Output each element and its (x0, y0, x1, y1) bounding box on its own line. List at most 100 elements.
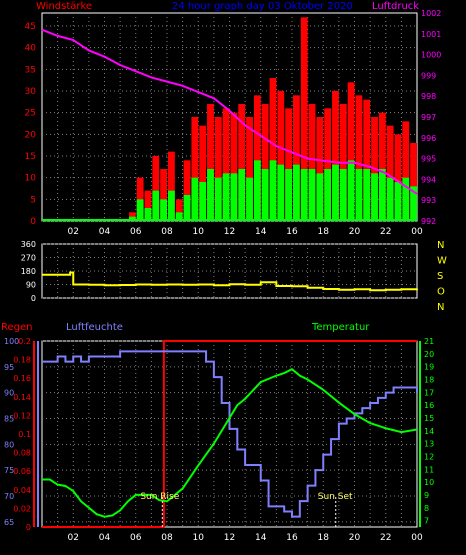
wind-average-bar (183, 195, 191, 221)
wind-average-bar (410, 186, 417, 221)
chart-title: 24 hour graph day 03 Oktober 2020 (172, 1, 353, 12)
humidity-ytick-label: 80 (4, 440, 14, 449)
climate-panel-xtick-label: 22 (380, 533, 391, 543)
humidity-label: Luftfeuchte (66, 322, 123, 333)
wind-average-bar (308, 169, 316, 221)
wind-gust-bar (222, 108, 230, 221)
wind-ytick-label: 40 (25, 44, 37, 54)
temperature-label: Temperatur (311, 322, 370, 333)
rain-ytick-label: 0.16 (13, 374, 31, 383)
wind-gust-bar (175, 199, 183, 221)
climate-panel-xtick-label: 08 (161, 533, 173, 543)
compass-label: N (437, 240, 444, 251)
wind-gust-bar (308, 104, 316, 221)
rain-ytick-label: 0.06 (13, 467, 31, 476)
wind-average-bar (402, 177, 410, 221)
pressure-ytick-label: 996 (421, 134, 436, 143)
wind-panel-xtick-label: 06 (130, 227, 142, 237)
wind-average-bar (207, 169, 214, 221)
rain-ytick-label: 0.1 (18, 430, 31, 439)
wind-average-bar (269, 160, 277, 221)
humidity-ytick-label: 100 (4, 337, 19, 346)
wind-panel-xtick-label: 08 (161, 227, 173, 237)
humidity-ytick-label: 85 (4, 415, 14, 424)
wind-gust-bar (261, 104, 269, 221)
compass-label: N (437, 302, 444, 313)
climate-panel-xtick-label: 20 (349, 533, 361, 543)
wind-gust-bar (293, 95, 300, 221)
wind-ytick-label: 45 (25, 22, 36, 32)
wind-gust-bar (363, 99, 371, 221)
pressure-ytick-label: 999 (421, 71, 436, 80)
wind-panel-xtick-label: 20 (349, 227, 361, 237)
pressure-ytick-label: 992 (421, 217, 436, 226)
wind-gust-bar (207, 104, 214, 221)
wind-gust-bar (410, 143, 417, 221)
temperature-ytick-label: 18 (424, 375, 434, 384)
pressure-title: Luftdruck (372, 1, 419, 12)
wind-average-bar (199, 182, 207, 221)
temperature-ytick-label: 16 (424, 401, 434, 410)
wind-gust-bar (277, 91, 285, 221)
humidity-line (42, 350, 418, 518)
wind-gust-bar (347, 82, 355, 221)
wind-gust-bar (332, 91, 339, 221)
wind-panel-xtick-label: 12 (224, 227, 235, 237)
wind-average-bar (168, 190, 175, 221)
climate-panel-xtick-label: 12 (224, 533, 235, 543)
wind-gust-bar (214, 117, 222, 221)
wind-gust-bar (183, 160, 191, 221)
direction-ytick-label: 180 (21, 267, 36, 276)
pressure-ytick-label: 994 (421, 175, 436, 184)
wind-average-bar (230, 173, 238, 221)
wind-average-bar (300, 169, 308, 221)
wind-gust-bar (316, 117, 324, 221)
wind-gust-bar (191, 117, 199, 221)
wind-title: Windstärke (36, 1, 92, 12)
rain-ytick-label: 0.02 (13, 504, 31, 513)
wind-average-bar (293, 164, 300, 221)
climate-panel-xtick-label: 18 (318, 533, 330, 543)
wind-average-bar (136, 199, 144, 221)
temperature-ytick-label: 19 (424, 363, 434, 372)
rain-line (42, 340, 417, 528)
wind-average-bar (222, 173, 230, 221)
climate-panel-xtick-label: 14 (255, 533, 267, 543)
wind-average-bar (238, 169, 246, 221)
humidity-ytick-label: 70 (4, 492, 14, 501)
pressure-ytick-label: 993 (421, 196, 436, 205)
wind-average-bar (316, 173, 324, 221)
compass-label: O (437, 287, 445, 298)
wind-average-bar (378, 169, 386, 221)
rain-ytick-label: 0.18 (13, 356, 31, 365)
humidity-ytick-label: 65 (4, 518, 14, 527)
compass-label: S (437, 271, 443, 282)
wind-gust-bar (152, 156, 160, 221)
temperature-ytick-label: 8 (424, 504, 429, 513)
rain-ytick-label: 0.04 (13, 486, 31, 495)
wind-average-bar (347, 160, 355, 221)
sunrise-label: Sun Rise (140, 492, 179, 502)
wind-panel-xtick-label: 10 (193, 227, 205, 237)
temperature-ytick-label: 9 (424, 491, 429, 500)
wind-average-bar (175, 212, 183, 221)
wind-gust-bar (300, 17, 308, 222)
wind-panel-xtick-label: 02 (68, 227, 79, 237)
wind-ytick-label: 15 (25, 152, 36, 162)
wind-average-bar (363, 169, 371, 221)
wind-average-bar (160, 199, 167, 221)
wind-panel-xtick-label: 18 (318, 227, 330, 237)
temperature-ytick-label: 7 (424, 517, 429, 526)
rain-ytick-label: 0.2 (18, 337, 31, 346)
wind-gust-bar (394, 134, 402, 221)
wind-average-bar (144, 208, 152, 221)
wind-gust-bar (199, 125, 207, 221)
wind-gust-bar (230, 112, 238, 221)
wind-gust-bar (144, 190, 152, 221)
sunset-label: Sun Set (318, 492, 353, 502)
wind-gust-bar (285, 108, 292, 221)
direction-ytick-label: 0 (31, 294, 36, 303)
wind-ytick-label: 35 (25, 65, 36, 75)
wind-panel-xtick-label: 14 (255, 227, 267, 237)
direction-ytick-label: 90 (26, 281, 36, 290)
